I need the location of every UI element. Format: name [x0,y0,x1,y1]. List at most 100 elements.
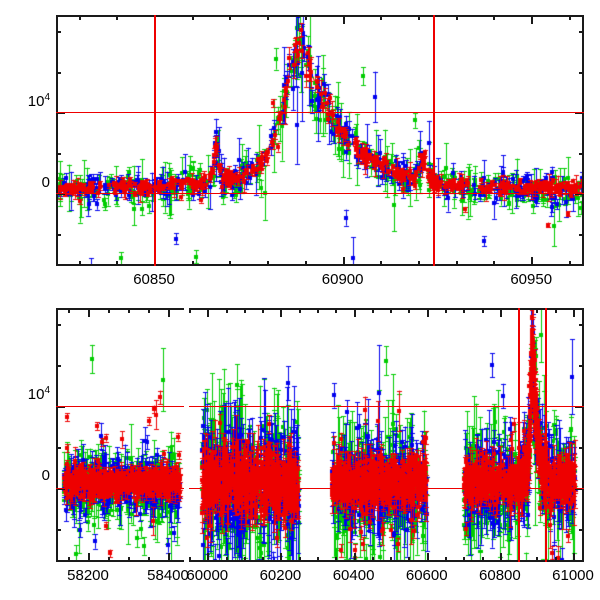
axis-tick [56,72,61,74]
reference-line-vertical [545,308,547,562]
axis-tick [56,153,61,155]
top-panel-xtick-label: 60900 [321,271,364,288]
axis-tick [390,557,392,562]
bottom-panel-xtick-label: 61000 [552,567,594,584]
top-panel-scatter-canvas [56,15,584,266]
axis-tick [317,308,319,313]
axis-tick [108,557,110,562]
axis-tick [380,15,382,20]
axis-tick [305,15,307,20]
axis-tick [445,557,447,562]
axis-tick [579,31,584,33]
axis-tick [128,308,130,313]
reference-line-horizontal [56,193,584,195]
bottom-panel-ytick-label-zero: 0 [41,467,50,484]
axis-tick [189,308,191,313]
reference-line-horizontal [189,406,584,408]
axis-tick [445,308,447,313]
top-panel-plot-area [56,15,584,266]
bottom-panel-xtick-label: 60400 [332,567,375,584]
axis-tick [108,308,110,313]
axis-tick [299,308,301,313]
axis-tick [536,308,538,313]
axis-tick [354,553,356,562]
reference-line-vertical [433,15,435,266]
bottom-panel-xtick-label: 60600 [405,567,448,584]
axis-tick [456,15,458,20]
axis-tick [128,557,130,562]
reference-line-horizontal [56,488,184,490]
top-panel-xtick-label: 60850 [133,271,175,288]
reference-line-horizontal [189,488,584,490]
axis-tick [372,557,374,562]
bottom-panel-xtick-label: 60800 [479,567,521,584]
axis-tick [229,15,231,20]
axis-tick [226,557,228,562]
axis-tick [555,557,557,562]
axis-tick [390,308,392,313]
axis-tick [56,234,61,236]
axis-tick [482,557,484,562]
axis-tick [267,261,269,266]
axis-tick [500,553,502,562]
axis-tick [262,308,264,313]
top-panel-ytick-label-zero: 0 [41,174,50,191]
axis-tick [372,308,374,313]
top-panel-ytick-label-10k: 104 [27,92,50,110]
axis-tick [56,447,61,449]
axis-tick [56,31,61,33]
axis-tick [408,557,410,562]
axis-tick [463,308,465,313]
axis-tick [56,529,61,531]
axis-tick [482,308,484,313]
axis-tick [536,557,538,562]
axis-tick [579,72,584,74]
axis-tick [569,261,571,266]
reference-line-vertical [518,308,520,562]
axis-tick [573,553,575,562]
axis-tick [207,553,209,562]
axis-tick [207,308,209,317]
axis-tick [79,261,81,266]
axis-tick [579,447,584,449]
axis-tick [262,557,264,562]
reference-line-horizontal [56,406,184,408]
axis-tick [500,308,502,317]
axis-tick [463,557,465,562]
axis-tick [456,261,458,266]
axis-tick [408,308,410,313]
axis-tick [569,15,571,20]
axis-tick [579,153,584,155]
axis-tick [280,308,282,317]
bottom-panel-segment-1-scatter-canvas [56,308,184,562]
axis-tick [418,15,420,20]
axis-tick [168,553,170,562]
bottom-panel-xtick-label: 60200 [259,567,302,584]
axis-tick [168,308,170,317]
axis-tick [531,15,533,24]
axis-tick [189,557,191,562]
axis-tick [56,324,61,326]
axis-tick [343,15,345,24]
axis-tick [88,308,90,317]
axis-tick [299,557,301,562]
axis-tick [427,553,429,562]
axis-tick [555,308,557,313]
axis-tick [573,308,575,317]
axis-tick [531,257,533,266]
axis-tick [88,553,90,562]
axis-tick [335,308,337,313]
axis-tick [244,308,246,313]
reference-line-vertical [154,15,156,266]
axis-tick [317,557,319,562]
top-panel: 60850 60900 60950 104 0 [27,15,584,288]
axis-tick [280,553,282,562]
axis-tick [579,324,584,326]
bottom-panel-xtick-label: 58400 [147,567,189,584]
axis-tick [56,365,61,367]
bottom-panel-ytick-label-10k: 104 [27,385,50,403]
axis-tick [79,15,81,20]
axis-tick [267,15,269,20]
axis-tick [192,15,194,20]
